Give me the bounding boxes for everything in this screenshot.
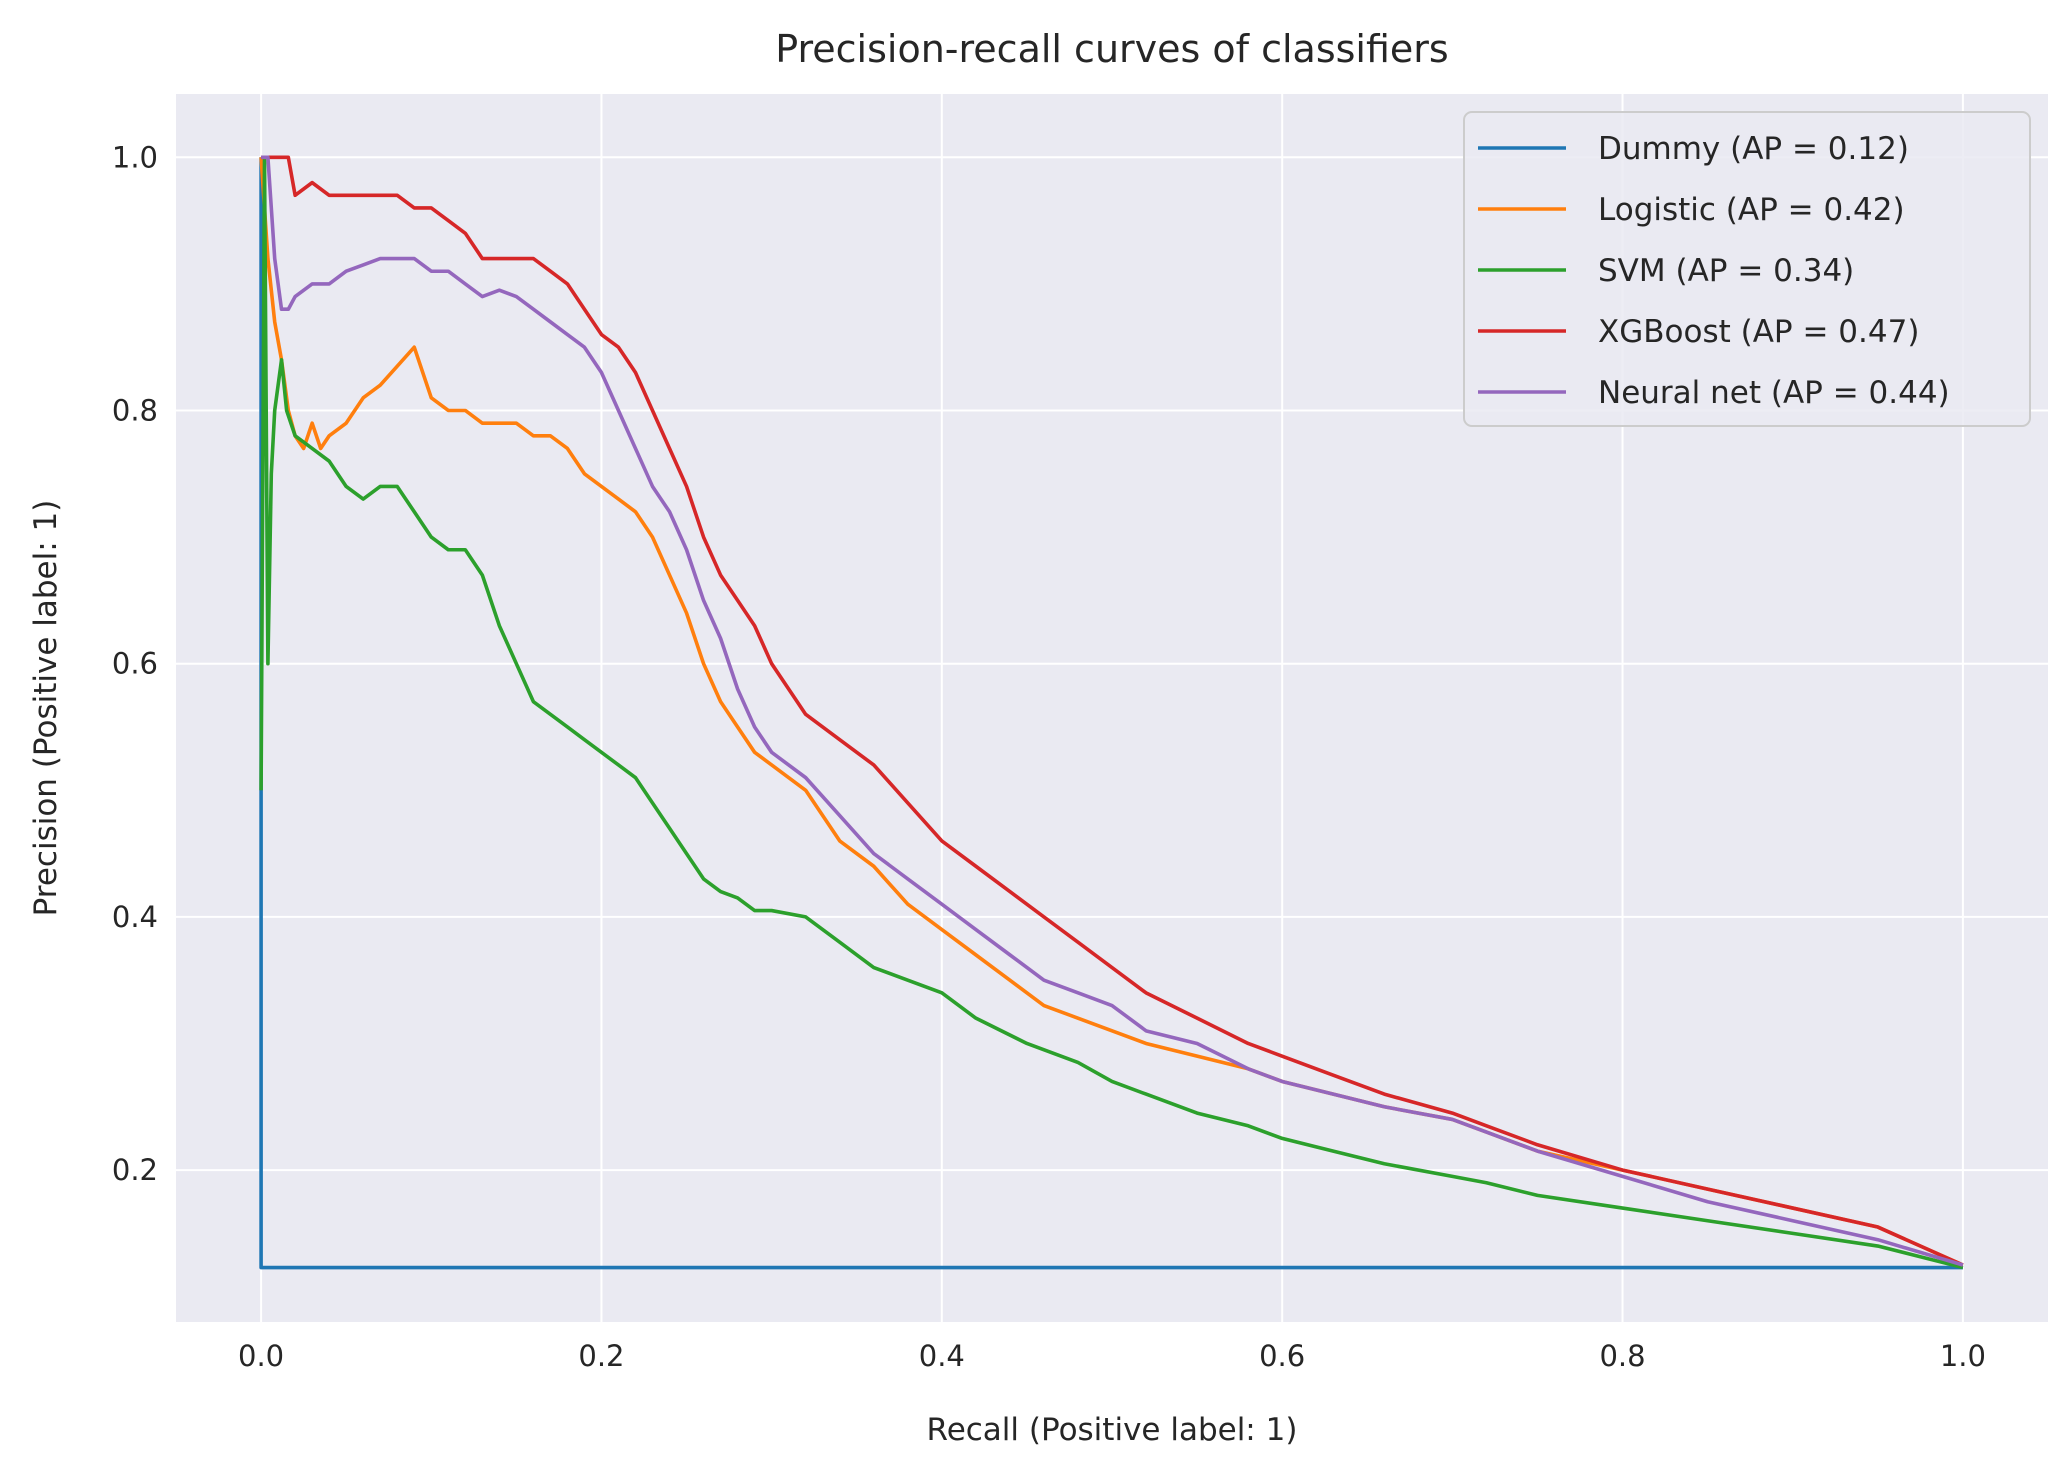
series-line-3 <box>259 155 1964 1270</box>
legend-box <box>1463 111 2031 427</box>
x-tick-labels: 0.0 0.2 0.4 0.6 0.8 1.0 <box>238 1339 1986 1373</box>
x-tick-label: 0.4 <box>919 1339 965 1373</box>
legend-label: Logistic (AP = 0.42) <box>1598 192 1905 228</box>
x-tick-label: 0.0 <box>238 1339 284 1373</box>
y-tick-label: 0.8 <box>112 393 158 427</box>
y-tick-label: 1.0 <box>112 140 158 174</box>
series-line-4 <box>261 155 1964 1267</box>
y-tick-label: 0.2 <box>112 1153 158 1187</box>
legend-label: Neural net (AP = 0.44) <box>1598 375 1950 411</box>
x-tick-label: 1.0 <box>1940 1339 1986 1373</box>
y-tick-label: 0.6 <box>112 647 158 681</box>
x-tick-label: 0.2 <box>578 1339 624 1373</box>
chart-title: Precision-recall curves of classifiers <box>775 27 1448 71</box>
x-tick-label: 0.6 <box>1259 1339 1305 1373</box>
series-line-5 <box>261 155 1964 1267</box>
series-lines <box>259 155 1964 1270</box>
y-axis-label: Precision (Positive label: 1) <box>28 500 64 917</box>
x-tick-label: 0.8 <box>1599 1339 1645 1373</box>
legend: Dummy (AP = 0.12) Logistic (AP = 0.42) SVM… <box>1463 111 2031 427</box>
y-gridlines <box>176 156 2048 1172</box>
x-axis-label: Recall (Positive label: 1) <box>927 1412 1298 1448</box>
legend-label: SVM (AP = 0.34) <box>1598 253 1854 289</box>
y-tick-label: 0.4 <box>112 900 158 934</box>
legend-label: XGBoost (AP = 0.47) <box>1598 314 1919 350</box>
legend-label: Dummy (AP = 0.12) <box>1598 131 1909 167</box>
y-tick-labels: 0.2 0.4 0.6 0.8 1.0 <box>112 140 158 1187</box>
